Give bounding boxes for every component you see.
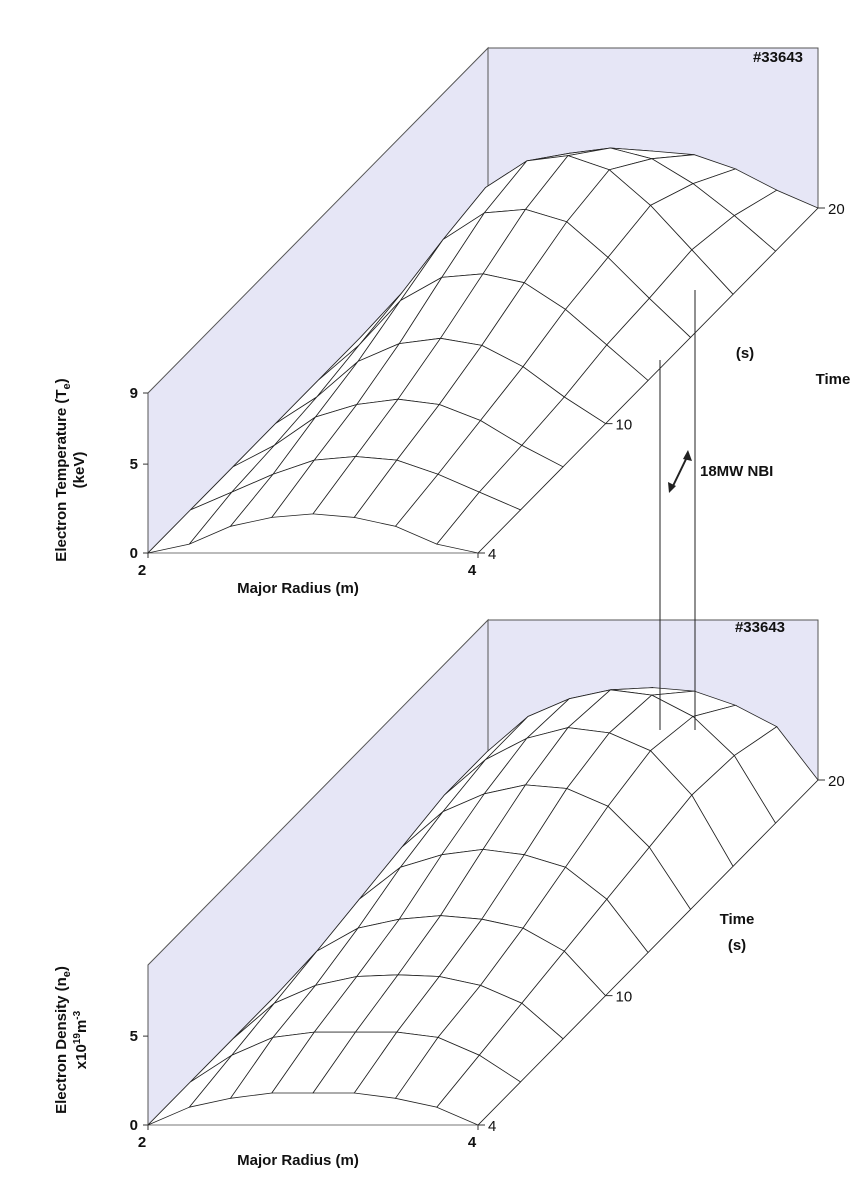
z-tick-label: 0 [130, 545, 138, 562]
shot-label: #33643 [753, 49, 803, 66]
z-axis-unit-sup: -3 [72, 1010, 83, 1019]
z-axis-unit-part: (keV) [71, 452, 88, 489]
y-axis-unit: (s) [728, 937, 746, 954]
z-axis-label-part: ) [53, 966, 70, 971]
x-tick-label: 2 [138, 1134, 146, 1151]
y-tick-label: 10 [616, 989, 633, 1006]
z-axis-label-part: ) [53, 378, 70, 383]
y-tick-label: 10 [616, 417, 633, 434]
z-tick-label: 0 [130, 1117, 138, 1134]
x-tick-label: 4 [468, 1134, 477, 1151]
y-axis-unit: (s) [736, 345, 754, 362]
y-axis-label: Time [720, 911, 755, 928]
z-axis-unit-part: x10 [73, 1044, 90, 1069]
z-axis-unit: (keV) [71, 452, 88, 489]
y-tick-label: 20 [828, 773, 845, 790]
x-tick-label: 4 [468, 562, 477, 579]
z-tick-label: 5 [130, 456, 138, 473]
figure: 0592441020Major Radius (m)#33643Time(s)0… [0, 0, 853, 1203]
x-axis-label: Major Radius (m) [237, 580, 359, 597]
x-tick-label: 2 [138, 562, 146, 579]
z-tick-label: 5 [130, 1028, 138, 1045]
z-axis-label-part: Electron Density (n [53, 977, 70, 1114]
x-axis-label: Major Radius (m) [237, 1152, 359, 1169]
z-tick-label: 9 [130, 385, 138, 402]
z-axis-label-part: Electron Temperature (T [53, 389, 70, 561]
y-tick-label: 20 [828, 201, 845, 218]
y-axis-label: Time [816, 371, 851, 388]
z-axis-unit-part: m [73, 1020, 90, 1033]
y-tick-label: 4 [488, 546, 496, 563]
annotation: 18MW NBI [700, 463, 773, 480]
shot-label: #33643 [735, 619, 785, 636]
y-tick-label: 4 [488, 1118, 496, 1135]
z-axis-unit-sup: 19 [72, 1033, 83, 1045]
